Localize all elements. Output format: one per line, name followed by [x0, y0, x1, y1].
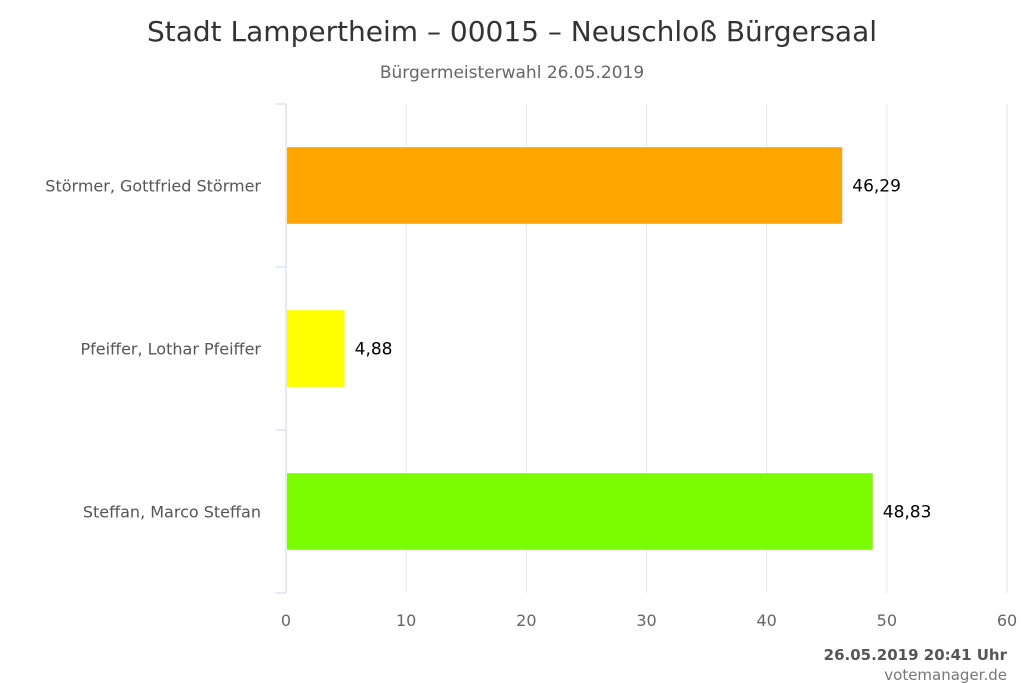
category-label: Steffan, Marco Steffan [83, 503, 261, 522]
chart-title: Stadt Lampertheim – 00015 – Neuschloß Bü… [147, 15, 877, 48]
data-label: 48,83 [883, 503, 932, 523]
timestamp: 26.05.2019 20:41 Uhr [824, 646, 1008, 664]
data-label: 46,29 [852, 177, 901, 197]
data-labels: 46,29 4,88 48,83 [355, 177, 932, 523]
tick-label: 50 [877, 611, 897, 630]
tick-label: 20 [516, 611, 536, 630]
bar [287, 310, 345, 387]
chart-subtitle: Bürgermeisterwahl 26.05.2019 [380, 63, 644, 83]
bar [287, 473, 873, 550]
category-label: Störmer, Gottfried Störmer [45, 177, 261, 196]
tick-label: 30 [636, 611, 656, 630]
category-labels: Störmer, Gottfried Störmer Pfeiffer, Loth… [45, 177, 261, 522]
bars [287, 147, 873, 550]
category-axis [276, 103, 287, 594]
value-axis-ticks: 0 10 20 30 40 50 60 [281, 611, 1017, 630]
tick-label: 60 [997, 611, 1017, 630]
tick-label: 0 [281, 611, 291, 630]
credit-link[interactable]: votemanager.de [884, 666, 1007, 683]
tick-label: 10 [396, 611, 416, 630]
data-label: 4,88 [355, 340, 393, 360]
category-label: Pfeiffer, Lothar Pfeiffer [80, 340, 261, 359]
bar [287, 147, 843, 224]
tick-label: 40 [756, 611, 776, 630]
